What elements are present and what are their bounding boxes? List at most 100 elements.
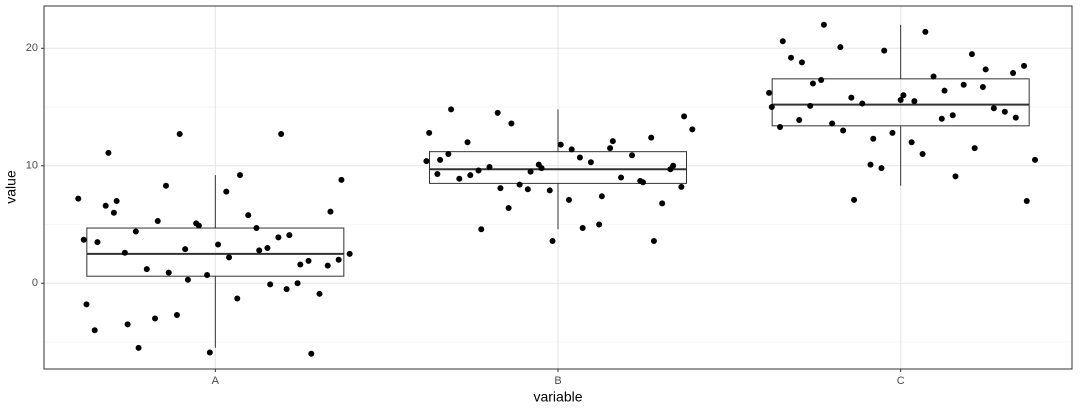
point	[659, 200, 666, 207]
point	[264, 245, 271, 251]
point	[75, 195, 82, 202]
point	[102, 202, 109, 209]
point	[546, 187, 553, 194]
point	[1031, 156, 1038, 163]
point	[922, 28, 929, 35]
point	[297, 261, 304, 268]
point	[237, 172, 244, 179]
point	[83, 301, 90, 308]
point	[275, 234, 282, 241]
point	[305, 257, 312, 264]
point	[508, 120, 515, 127]
point	[204, 272, 211, 279]
point	[768, 104, 775, 111]
point	[94, 239, 101, 246]
point	[456, 175, 463, 182]
point	[678, 183, 685, 190]
point	[494, 109, 501, 116]
point	[135, 344, 142, 351]
point	[335, 256, 342, 263]
x-tick-label: B	[554, 375, 561, 387]
point	[1010, 69, 1017, 76]
point	[437, 156, 444, 163]
point	[982, 66, 989, 73]
point	[968, 51, 975, 58]
point	[121, 249, 128, 256]
point	[467, 172, 474, 179]
point	[105, 149, 112, 156]
point	[316, 290, 323, 297]
point	[796, 116, 803, 123]
point	[598, 193, 605, 200]
point	[990, 105, 997, 112]
point	[859, 100, 866, 107]
point	[91, 327, 98, 334]
point	[486, 163, 493, 170]
point	[637, 178, 644, 185]
point	[565, 196, 572, 203]
point	[1021, 62, 1028, 69]
point	[173, 311, 180, 318]
point	[919, 151, 926, 158]
point	[162, 182, 169, 189]
point	[889, 129, 896, 136]
point	[464, 139, 471, 146]
point	[223, 188, 230, 195]
point	[1023, 198, 1030, 205]
point	[475, 167, 482, 174]
point	[650, 237, 657, 244]
point	[837, 44, 844, 51]
point	[267, 281, 274, 288]
point	[829, 120, 836, 127]
point	[809, 80, 816, 87]
point	[1012, 114, 1019, 121]
point	[807, 102, 814, 109]
y-tick-label: 0	[32, 277, 38, 289]
point	[949, 112, 956, 119]
point	[327, 208, 334, 215]
point	[338, 176, 345, 183]
point	[516, 181, 523, 188]
point	[596, 221, 603, 228]
point	[557, 141, 564, 148]
point	[848, 94, 855, 101]
y-tick-label: 20	[26, 42, 38, 54]
point	[245, 212, 252, 219]
box	[429, 151, 687, 184]
point	[478, 226, 485, 233]
point	[897, 96, 904, 103]
point	[971, 145, 978, 152]
point	[110, 209, 117, 216]
point	[878, 165, 885, 172]
point	[607, 145, 614, 152]
point	[423, 158, 430, 165]
point	[788, 54, 795, 61]
point	[524, 186, 531, 193]
box	[771, 78, 1030, 127]
point	[568, 146, 575, 153]
point	[278, 131, 285, 138]
point	[689, 126, 696, 133]
y-tick-label: 10	[26, 160, 38, 172]
x-tick-label: A	[212, 375, 220, 387]
point	[818, 77, 825, 84]
point	[253, 225, 260, 232]
point	[900, 92, 907, 99]
point	[527, 168, 534, 175]
point	[505, 205, 512, 212]
point	[113, 198, 120, 205]
point	[960, 81, 967, 88]
box	[86, 227, 345, 277]
point	[256, 247, 263, 254]
point	[587, 159, 594, 166]
point	[820, 21, 827, 28]
point	[154, 217, 161, 224]
point	[535, 161, 542, 168]
point	[346, 250, 353, 257]
point	[143, 266, 150, 273]
point	[283, 286, 290, 293]
point	[681, 113, 688, 120]
point	[124, 321, 131, 328]
